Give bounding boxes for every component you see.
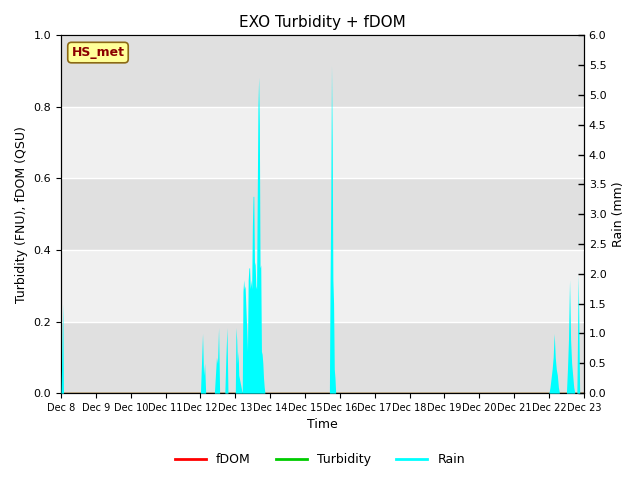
Title: EXO Turbidity + fDOM: EXO Turbidity + fDOM	[239, 15, 406, 30]
Y-axis label: Turbidity (FNU), fDOM (QSU): Turbidity (FNU), fDOM (QSU)	[15, 126, 28, 303]
Bar	[61, 250, 584, 322]
Legend: fDOM, Turbidity, Rain: fDOM, Turbidity, Rain	[170, 448, 470, 471]
Y-axis label: Rain (mm): Rain (mm)	[612, 181, 625, 247]
Text: HS_met: HS_met	[72, 46, 125, 59]
X-axis label: Time: Time	[307, 419, 338, 432]
Bar	[61, 107, 584, 179]
